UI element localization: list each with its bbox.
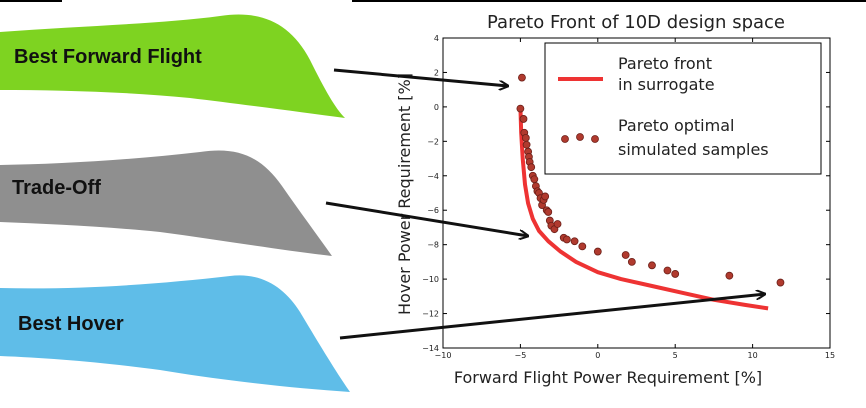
y-tick-label: −2	[427, 137, 439, 146]
blade-hover-label: Best Hover	[18, 313, 124, 335]
legend-label-samples: Pareto optimal	[618, 116, 734, 135]
pareto-front-line	[518, 106, 769, 311]
sample-point	[544, 208, 553, 216]
sample-point	[663, 266, 672, 275]
sample-point	[530, 175, 539, 184]
blade-forward-label: Best Forward Flight	[14, 46, 202, 68]
legend-dot-swatch	[576, 133, 584, 141]
legend-label-front: Pareto front	[618, 54, 712, 73]
plot-frame	[442, 37, 831, 349]
x-tick-label: −5	[515, 351, 527, 360]
arrows	[325, 68, 765, 340]
sample-point	[527, 163, 536, 172]
blade-forward-flight: Best Forward Flight	[0, 14, 345, 119]
y-tick-label: −12	[422, 310, 439, 319]
chart-title: Pareto Front of 10D design space	[487, 12, 785, 33]
y-tick-label: −10	[422, 275, 439, 284]
arrow-trade-off	[325, 201, 528, 236]
x-tick-label: 0	[595, 351, 600, 360]
sample-point	[516, 104, 525, 113]
pareto-chart: Pareto Front of 10D design space Forward…	[395, 12, 835, 387]
blade-trade-off: Trade-Off	[0, 150, 332, 256]
sample-point	[518, 73, 526, 82]
sample-point	[553, 220, 562, 228]
blade-forward-shape	[0, 14, 345, 119]
legend-dot-swatch	[561, 135, 569, 143]
x-tick-label: 10	[748, 351, 758, 360]
arrow-hover	[339, 294, 765, 340]
sample-point	[621, 251, 630, 259]
y-tick-label: 0	[434, 103, 439, 112]
sample-point	[578, 242, 587, 251]
x-tick-label: 5	[673, 351, 678, 360]
y-tick-label: −8	[427, 241, 439, 250]
x-tick-label: −10	[435, 351, 452, 360]
sample-point	[562, 235, 571, 244]
y-axis-label: Hover Power Requirement [%]	[395, 73, 414, 315]
plot-area: −10 −5 0 5 10 15 −14 −12 −10 −8 −6 −4 −2 0 2 4 Pareto fr…	[422, 34, 835, 360]
sample-point	[593, 247, 602, 256]
legend-label-front: in surrogate	[618, 75, 715, 94]
y-tick-label: −6	[427, 206, 439, 215]
blade-best-hover: Best Hover	[0, 275, 350, 392]
sample-point	[519, 115, 528, 123]
legend-box	[544, 42, 822, 175]
sample-point	[648, 261, 656, 270]
sample-point	[570, 237, 579, 246]
legend-dot-swatch	[591, 135, 599, 143]
blade-tradeoff-label: Trade-Off	[12, 177, 101, 199]
y-tick-label: 2	[434, 68, 439, 77]
blade-hover-shape	[0, 275, 350, 392]
sample-point	[671, 270, 680, 278]
y-tick-label: −4	[427, 172, 439, 181]
legend-label-samples: simulated samples	[618, 140, 769, 159]
sample-point	[627, 257, 636, 266]
blade-panel: Best Forward Flight Trade-Off Best Hover	[0, 14, 350, 392]
x-axis-label: Forward Flight Power Requirement [%]	[454, 368, 762, 387]
blade-tradeoff-shape	[0, 150, 332, 256]
y-tick-label: −14	[422, 344, 439, 353]
sample-point	[725, 271, 734, 280]
arrow-forward	[333, 68, 508, 86]
sample-point	[521, 133, 530, 142]
x-tick-label: 15	[825, 351, 835, 360]
y-tick-label: 4	[434, 34, 439, 43]
sample-point	[522, 140, 531, 149]
sample-point	[541, 192, 550, 201]
sample-point	[776, 278, 785, 287]
